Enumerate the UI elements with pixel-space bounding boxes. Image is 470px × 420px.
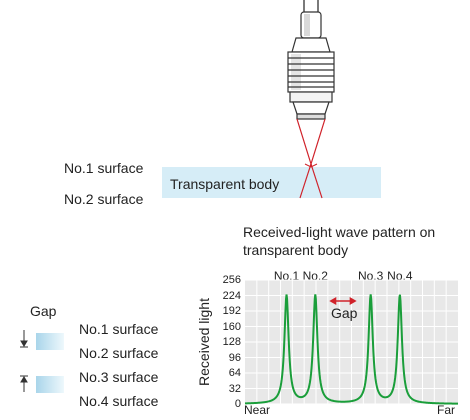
surface-1-label: No.1 surface bbox=[64, 160, 144, 176]
transparent-body-label: Transparent body bbox=[170, 176, 280, 192]
legend-item-surface-2: No.2 surface bbox=[79, 345, 159, 361]
y-tick-label: 256 bbox=[222, 274, 241, 286]
wave-line bbox=[244, 294, 459, 405]
legend-item-surface-3: No.3 surface bbox=[79, 369, 159, 385]
transparent-body-box bbox=[162, 167, 381, 198]
light-beam-overlay bbox=[299, 163, 323, 199]
y-tick-label: 224 bbox=[222, 289, 241, 302]
sensor-head-illustration bbox=[287, 0, 335, 199]
legend-item-surface-4: No.4 surface bbox=[79, 393, 159, 409]
gap-arrow-head-right bbox=[349, 297, 357, 305]
chart-title: Received-light wave pattern on transpare… bbox=[243, 224, 436, 258]
y-tick-label: 160 bbox=[222, 320, 241, 333]
y-tick-label: 192 bbox=[222, 305, 241, 317]
peak-label-number: No.4 bbox=[387, 269, 413, 283]
peak-label-number: No.1 bbox=[273, 269, 300, 283]
y-tick-label: 96 bbox=[228, 351, 241, 364]
x-axis-far-label: Far bbox=[437, 403, 455, 417]
gap-arrow-head-left bbox=[329, 297, 337, 305]
surface-2-label: No.2 surface bbox=[64, 191, 144, 207]
sensor-body bbox=[287, 11, 335, 120]
y-tick-label: 32 bbox=[228, 382, 241, 395]
gap-swatch-lower bbox=[36, 376, 64, 393]
gap-swatch-upper bbox=[36, 333, 64, 350]
peak-label-number: No.2 bbox=[302, 269, 328, 283]
y-tick-label: 64 bbox=[228, 367, 241, 379]
gap-annotation: Gap bbox=[330, 305, 358, 321]
legend-item-surface-1: No.1 surface bbox=[79, 321, 159, 337]
peak-label-number: No.3 bbox=[357, 269, 384, 283]
gap-legend-title: Gap bbox=[30, 303, 57, 319]
gap-arrow bbox=[329, 297, 357, 305]
x-axis-near-label: Near bbox=[244, 403, 271, 417]
y-tick-label: 128 bbox=[222, 336, 241, 348]
y-tick-label: 0 bbox=[234, 398, 241, 410]
gap-indicator-icon bbox=[20, 330, 28, 392]
